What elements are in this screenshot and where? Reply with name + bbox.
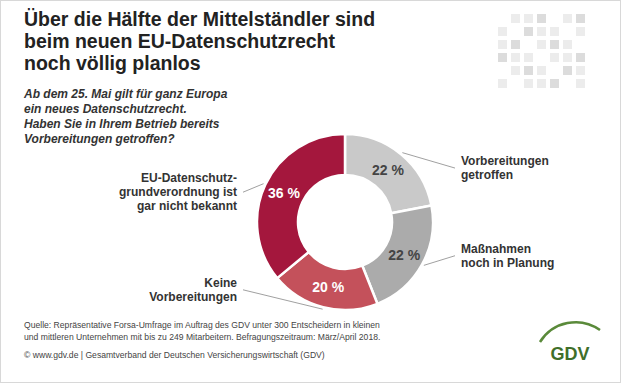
deco-square	[563, 40, 572, 49]
deco-square	[563, 66, 572, 75]
footer: © www.gdv.de | Gesamtverband der Deutsch…	[24, 350, 325, 360]
leader-line	[424, 256, 455, 266]
deco-square	[550, 40, 559, 49]
deco-square	[498, 27, 507, 36]
slice	[257, 134, 345, 278]
slice	[362, 206, 433, 304]
logo-text: GDV	[550, 344, 589, 364]
category-label: Maßnahmennoch in Planung	[461, 242, 554, 270]
leader-line	[402, 153, 455, 168]
deco-square	[524, 66, 533, 75]
deco-square	[537, 66, 546, 75]
deco-square	[537, 14, 546, 23]
deco-square	[576, 27, 585, 36]
deco-square	[498, 40, 507, 49]
deco-square	[576, 66, 585, 75]
deco-square	[537, 79, 546, 88]
donut	[257, 134, 433, 310]
logo-arc	[540, 322, 600, 342]
decoration	[498, 14, 585, 88]
data-label: 20 %	[312, 279, 344, 295]
category-label: EU-Datenschutz-grundverordnung istgar ni…	[119, 171, 237, 213]
deco-square	[576, 14, 585, 23]
leader-line	[243, 184, 264, 193]
deco-square	[524, 79, 533, 88]
deco-square	[576, 79, 585, 88]
deco-square	[537, 27, 546, 36]
source: Quelle: Repräsentative Forsa-Umfrage im …	[24, 320, 380, 342]
logo: GDV	[540, 322, 600, 364]
data-label: 36 %	[268, 185, 300, 201]
deco-square	[537, 40, 546, 49]
deco-square	[524, 14, 533, 23]
deco-square	[498, 53, 507, 62]
leader-line	[243, 290, 323, 309]
deco-square	[524, 53, 533, 62]
category-label: KeineVorbereitungen	[149, 276, 237, 304]
deco-square	[576, 53, 585, 62]
deco-square	[511, 53, 520, 62]
data-label: 22 %	[372, 162, 404, 178]
deco-square	[498, 79, 507, 88]
category-label: Vorbereitungengetroffen	[461, 154, 549, 182]
data-label: 22 %	[388, 247, 420, 263]
subtitle: Ab dem 25. Mai gilt für ganz Europaein n…	[23, 87, 228, 146]
title: Über die Hälfte der Mittelständler sindb…	[24, 8, 375, 74]
slice	[345, 134, 431, 213]
deco-square	[511, 40, 520, 49]
deco-square	[511, 14, 520, 23]
deco-square	[563, 14, 572, 23]
deco-square	[550, 79, 559, 88]
deco-square	[550, 27, 559, 36]
deco-square	[524, 27, 533, 36]
deco-square	[511, 66, 520, 75]
frame	[1, 1, 621, 383]
deco-square	[563, 53, 572, 62]
deco-square	[550, 53, 559, 62]
